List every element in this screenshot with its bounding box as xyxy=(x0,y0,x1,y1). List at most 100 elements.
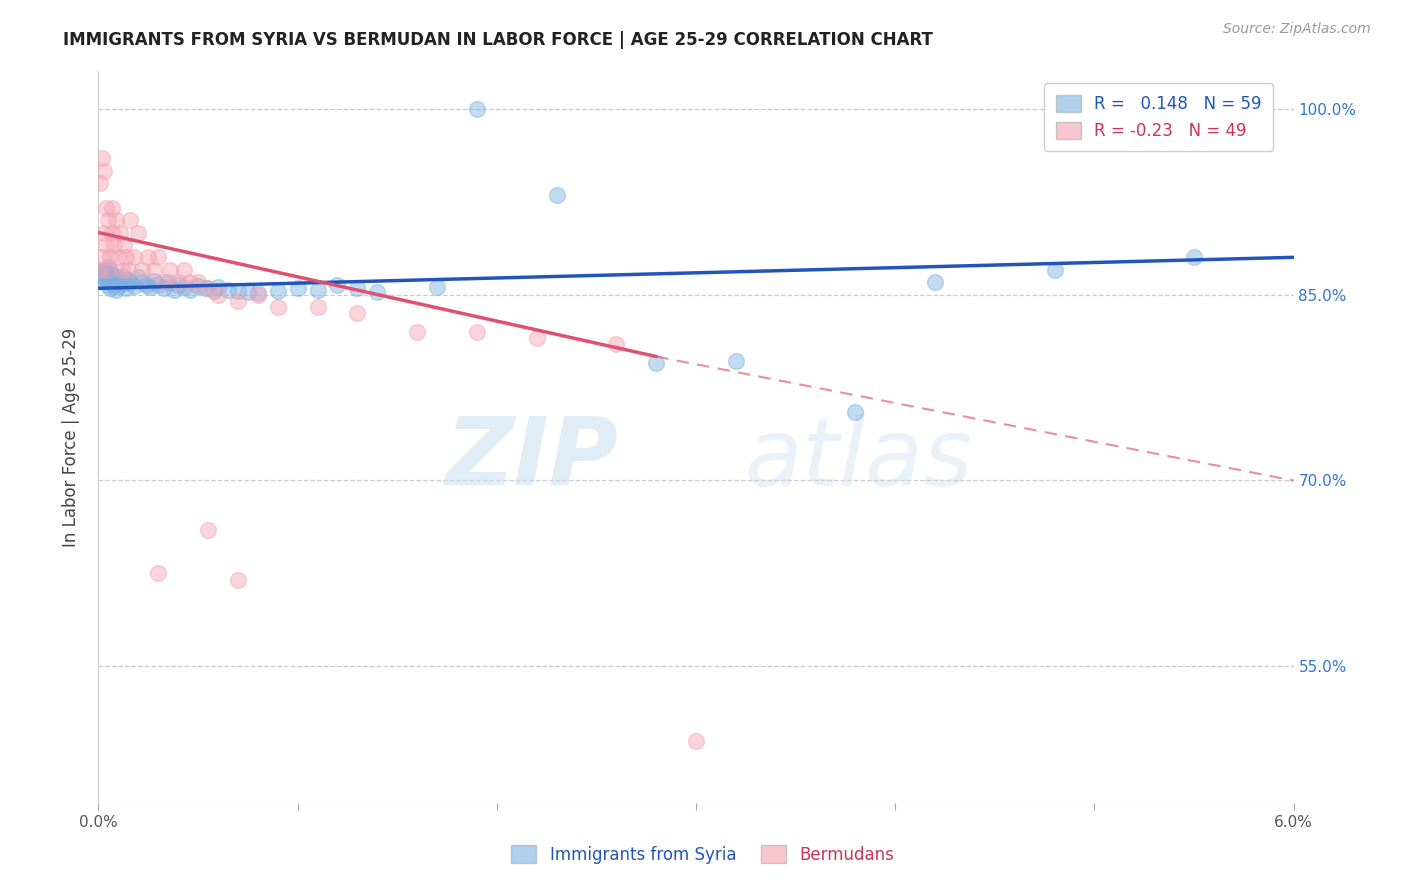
Point xyxy=(103,277,125,292)
Point xyxy=(163,283,186,297)
Point xyxy=(91,250,114,264)
Point xyxy=(110,226,132,240)
Point xyxy=(1043,262,1066,277)
Text: IMMIGRANTS FROM SYRIA VS BERMUDAN IN LABOR FORCE | AGE 25-29 CORRELATION CHART: IMMIGRANTS FROM SYRIA VS BERMUDAN IN LAB… xyxy=(63,31,934,49)
Point xyxy=(307,300,329,314)
Point xyxy=(101,226,124,240)
Point xyxy=(226,284,249,298)
Point xyxy=(465,325,488,339)
Point xyxy=(103,238,125,252)
Point xyxy=(107,278,129,293)
Point xyxy=(197,281,219,295)
Point xyxy=(143,274,166,288)
Point xyxy=(124,278,146,293)
Point xyxy=(107,250,129,264)
Point xyxy=(236,285,259,299)
Point xyxy=(307,283,329,297)
Point xyxy=(143,262,166,277)
Point xyxy=(139,280,162,294)
Point xyxy=(546,188,568,202)
Point xyxy=(98,281,122,295)
Point xyxy=(93,270,115,285)
Point xyxy=(187,278,209,293)
Point xyxy=(179,275,201,289)
Point xyxy=(195,281,218,295)
Point xyxy=(226,573,249,587)
Point xyxy=(526,331,548,345)
Point xyxy=(724,354,747,368)
Point xyxy=(127,270,149,285)
Point xyxy=(167,275,190,289)
Point xyxy=(131,275,153,289)
Point xyxy=(844,405,866,419)
Point xyxy=(148,250,170,264)
Point xyxy=(267,300,290,314)
Point xyxy=(91,265,114,279)
Point xyxy=(157,275,180,289)
Point xyxy=(93,163,115,178)
Point xyxy=(115,281,138,295)
Point xyxy=(101,268,124,282)
Point xyxy=(135,277,157,292)
Point xyxy=(124,250,146,264)
Point xyxy=(117,262,139,277)
Point xyxy=(105,283,128,297)
Point xyxy=(97,262,120,277)
Legend: Immigrants from Syria, Bermudans: Immigrants from Syria, Bermudans xyxy=(505,838,901,871)
Point xyxy=(111,268,134,283)
Point xyxy=(1182,250,1205,264)
Text: ZIP: ZIP xyxy=(446,413,619,505)
Point xyxy=(246,286,269,301)
Point xyxy=(112,238,135,252)
Point xyxy=(226,293,249,308)
Point xyxy=(107,271,129,285)
Point xyxy=(287,281,309,295)
Point xyxy=(101,201,124,215)
Point xyxy=(101,275,124,289)
Point xyxy=(426,280,449,294)
Point xyxy=(105,213,128,227)
Point xyxy=(187,275,209,289)
Point xyxy=(267,284,290,298)
Point xyxy=(98,250,122,264)
Point xyxy=(115,250,138,264)
Point xyxy=(148,277,170,292)
Point xyxy=(173,262,195,277)
Point xyxy=(131,262,153,277)
Y-axis label: In Labor Force | Age 25-29: In Labor Force | Age 25-29 xyxy=(62,327,80,547)
Point xyxy=(96,267,118,281)
Point xyxy=(89,262,111,277)
Point xyxy=(167,277,190,292)
Point xyxy=(153,275,176,289)
Point xyxy=(153,281,176,295)
Text: Source: ZipAtlas.com: Source: ZipAtlas.com xyxy=(1223,22,1371,37)
Point xyxy=(96,271,118,285)
Point xyxy=(685,734,707,748)
Point xyxy=(406,325,429,339)
Point xyxy=(91,151,114,165)
Point xyxy=(202,284,225,298)
Point xyxy=(366,285,388,299)
Text: atlas: atlas xyxy=(744,414,972,505)
Point xyxy=(89,272,111,286)
Point xyxy=(96,238,118,252)
Point xyxy=(179,283,201,297)
Point xyxy=(207,280,229,294)
Point xyxy=(173,280,195,294)
Point xyxy=(97,260,120,275)
Point xyxy=(97,277,120,292)
Point xyxy=(246,287,269,301)
Point xyxy=(217,283,239,297)
Point xyxy=(127,226,149,240)
Point xyxy=(120,213,142,227)
Point xyxy=(98,264,122,278)
Point xyxy=(111,262,134,277)
Point xyxy=(465,102,488,116)
Point xyxy=(148,566,170,581)
Point xyxy=(207,287,229,301)
Point xyxy=(97,213,120,227)
Point xyxy=(110,274,132,288)
Point xyxy=(93,262,115,277)
Point xyxy=(93,226,115,240)
Point xyxy=(346,306,368,320)
